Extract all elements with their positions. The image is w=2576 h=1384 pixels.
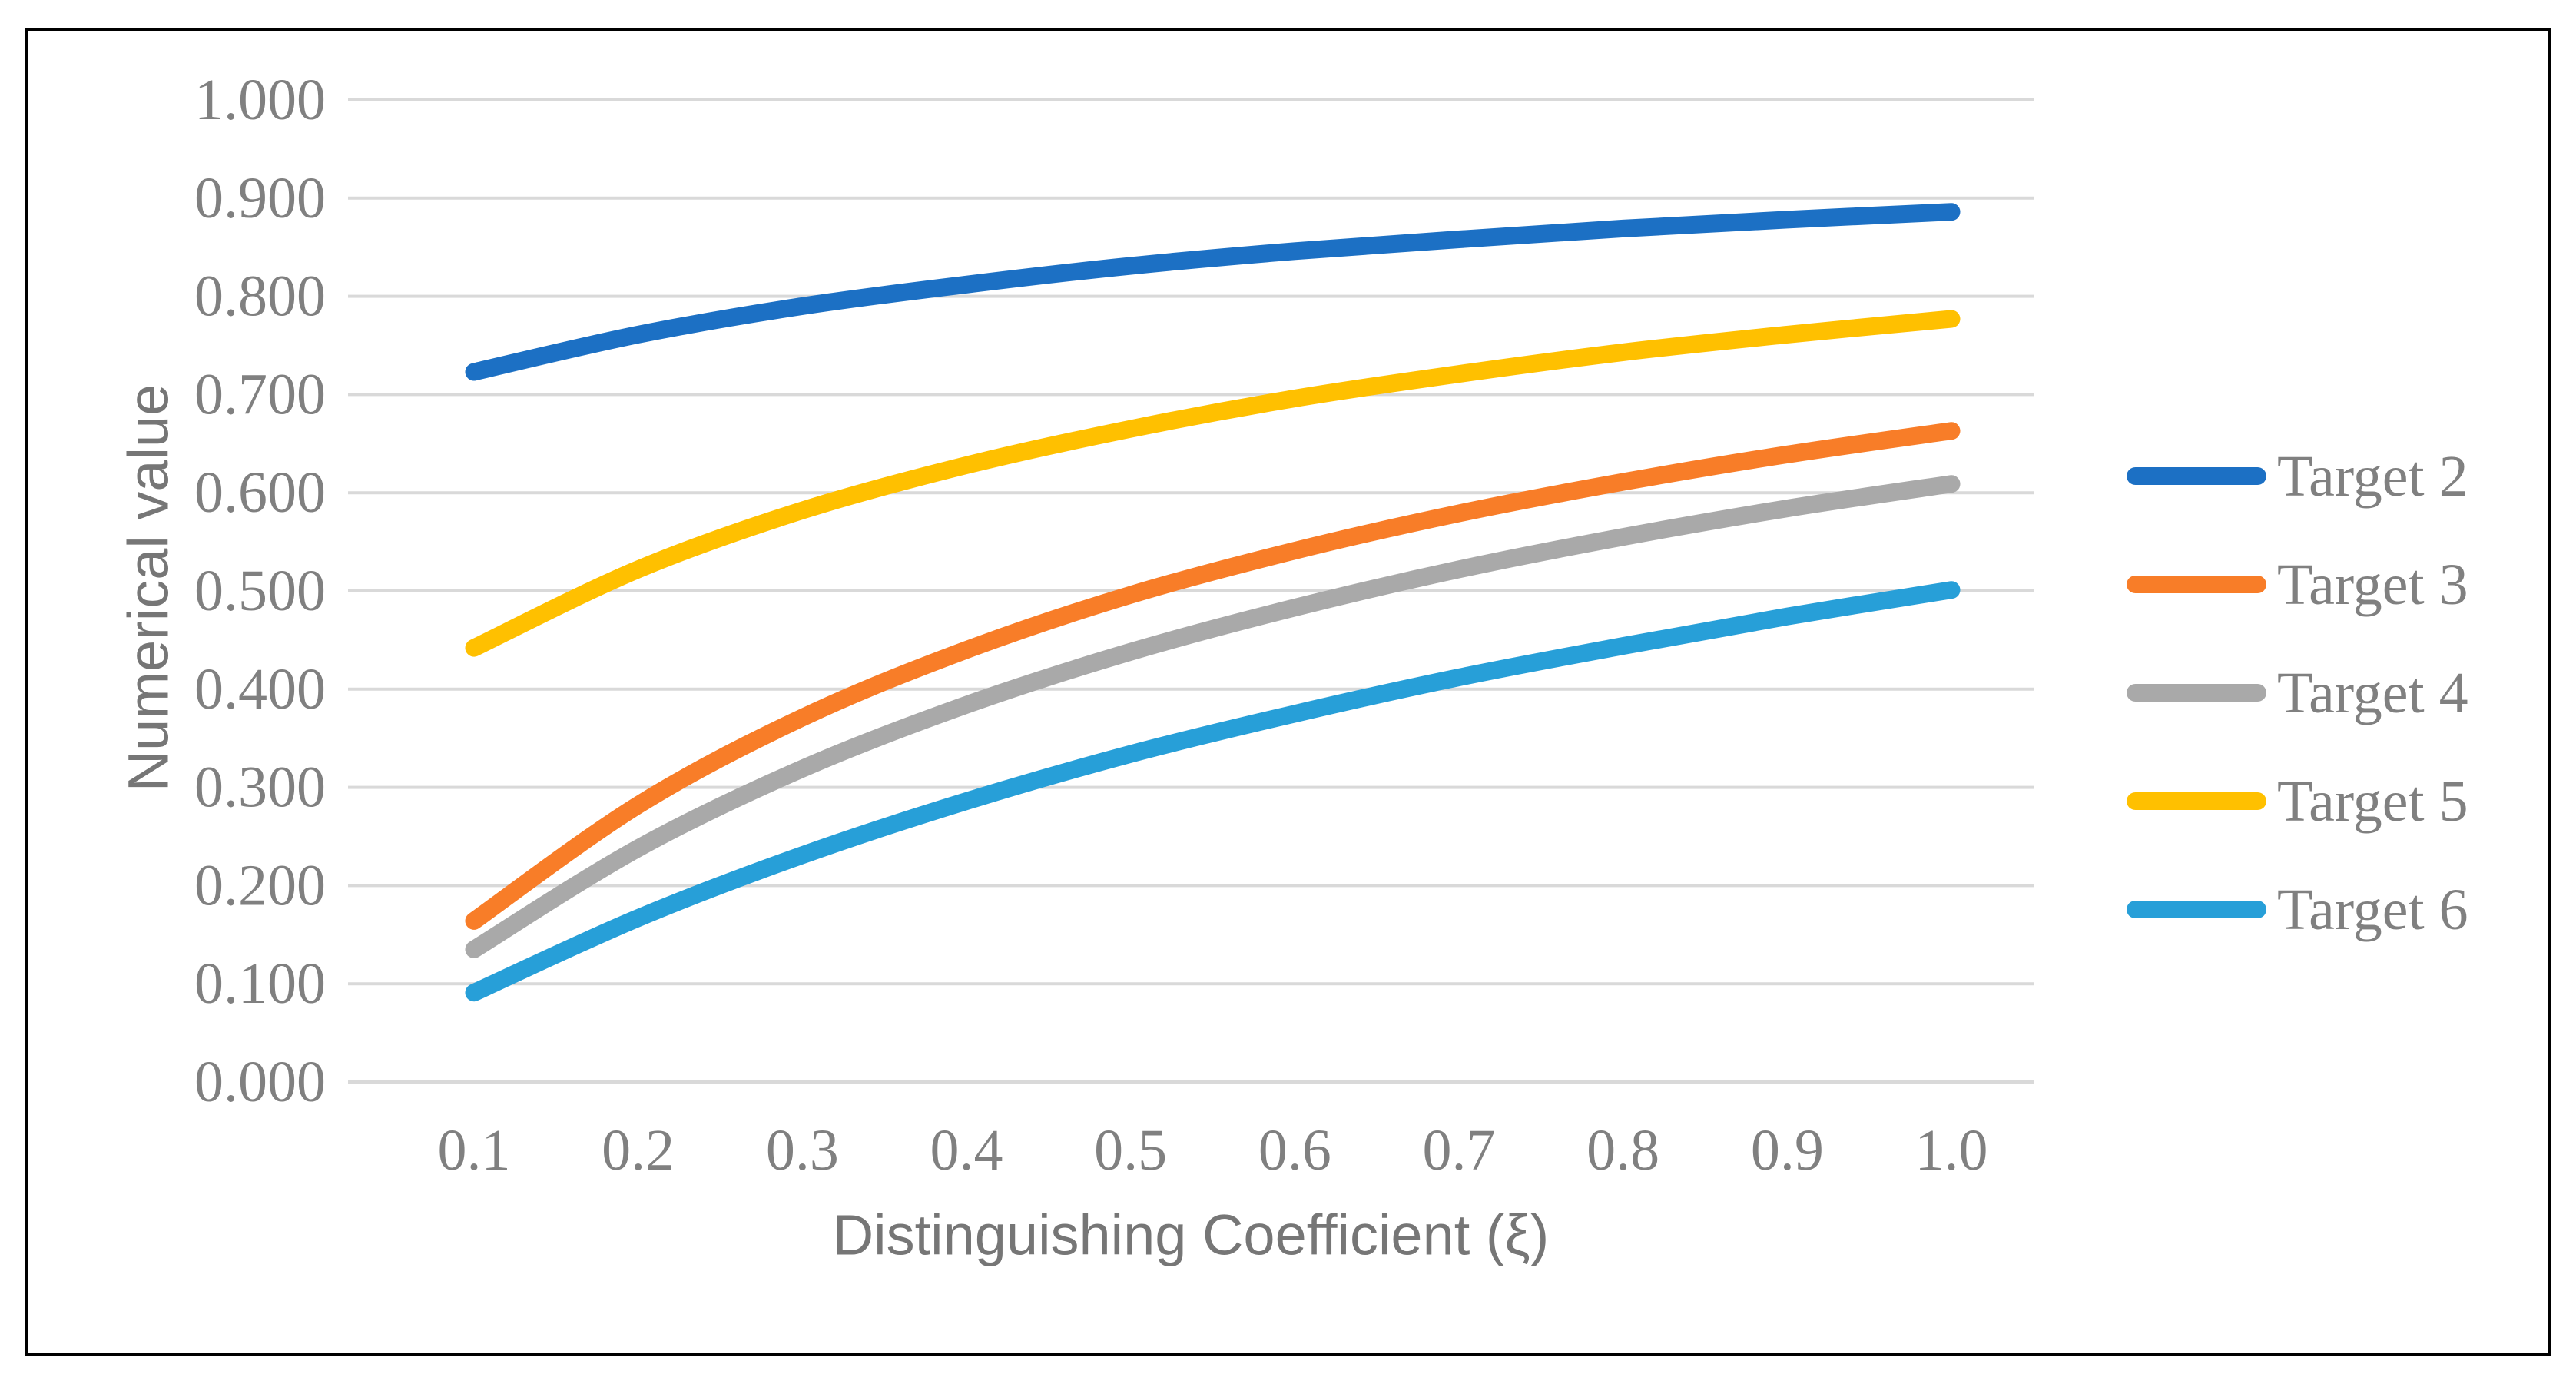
legend-swatch [2127,792,2266,810]
legend-item-target-2: Target 2 [2127,422,2468,530]
x-tick-label: 0.5 [1094,1118,1167,1183]
legend-item-target-3: Target 3 [2127,530,2468,639]
legend-swatch [2127,901,2266,918]
legend-item-target-6: Target 6 [2127,855,2468,964]
legend-swatch [2127,684,2266,702]
legend: Target 2 Target 3 Target 4 Target 5 Target 6 [2127,422,2468,964]
y-tick-label: 0.600 [194,460,326,525]
y-tick-label: 0.900 [194,166,326,231]
x-tick-label: 0.2 [602,1118,675,1183]
y-tick-label: 0.300 [194,755,326,820]
y-tick-label: 0.200 [194,853,326,918]
y-tick-label: 0.800 [194,264,326,329]
series-line-target-6 [465,581,1961,1002]
chart-border [25,28,2551,1356]
y-tick-label: 0.000 [194,1050,326,1114]
series-line-target-3 [465,422,1961,930]
y-tick-label: 0.400 [194,657,326,722]
x-tick-label: 0.9 [1751,1118,1824,1183]
legend-label: Target 5 [2277,768,2468,834]
x-axis-title: Distinguishing Coefficient (ξ) [832,1203,1550,1267]
series-line-target-4 [465,475,1961,958]
legend-label: Target 4 [2277,660,2468,725]
x-tick-label: 0.6 [1258,1118,1331,1183]
y-tick-label: 1.000 [194,68,326,132]
series-line-target-5 [465,310,1961,657]
legend-item-target-5: Target 5 [2127,747,2468,855]
y-tick-label: 0.700 [194,362,326,426]
x-tick-label: 0.3 [766,1118,839,1183]
x-tick-label: 0.7 [1423,1118,1496,1183]
x-tick-label: 0.4 [930,1118,1003,1183]
legend-swatch [2127,576,2266,593]
legend-label: Target 2 [2277,443,2468,509]
series-line-target-2 [465,203,1961,381]
x-tick-label: 1.0 [1915,1118,1988,1183]
legend-swatch [2127,467,2266,485]
legend-item-target-4: Target 4 [2127,639,2468,747]
legend-label: Target 3 [2277,552,2468,617]
legend-label: Target 6 [2277,877,2468,942]
y-axis-title: Numerical value [116,383,181,792]
y-tick-label: 0.500 [194,559,326,623]
x-tick-label: 0.8 [1586,1118,1659,1183]
y-tick-label: 0.100 [194,951,326,1016]
x-tick-label: 0.1 [438,1118,511,1183]
